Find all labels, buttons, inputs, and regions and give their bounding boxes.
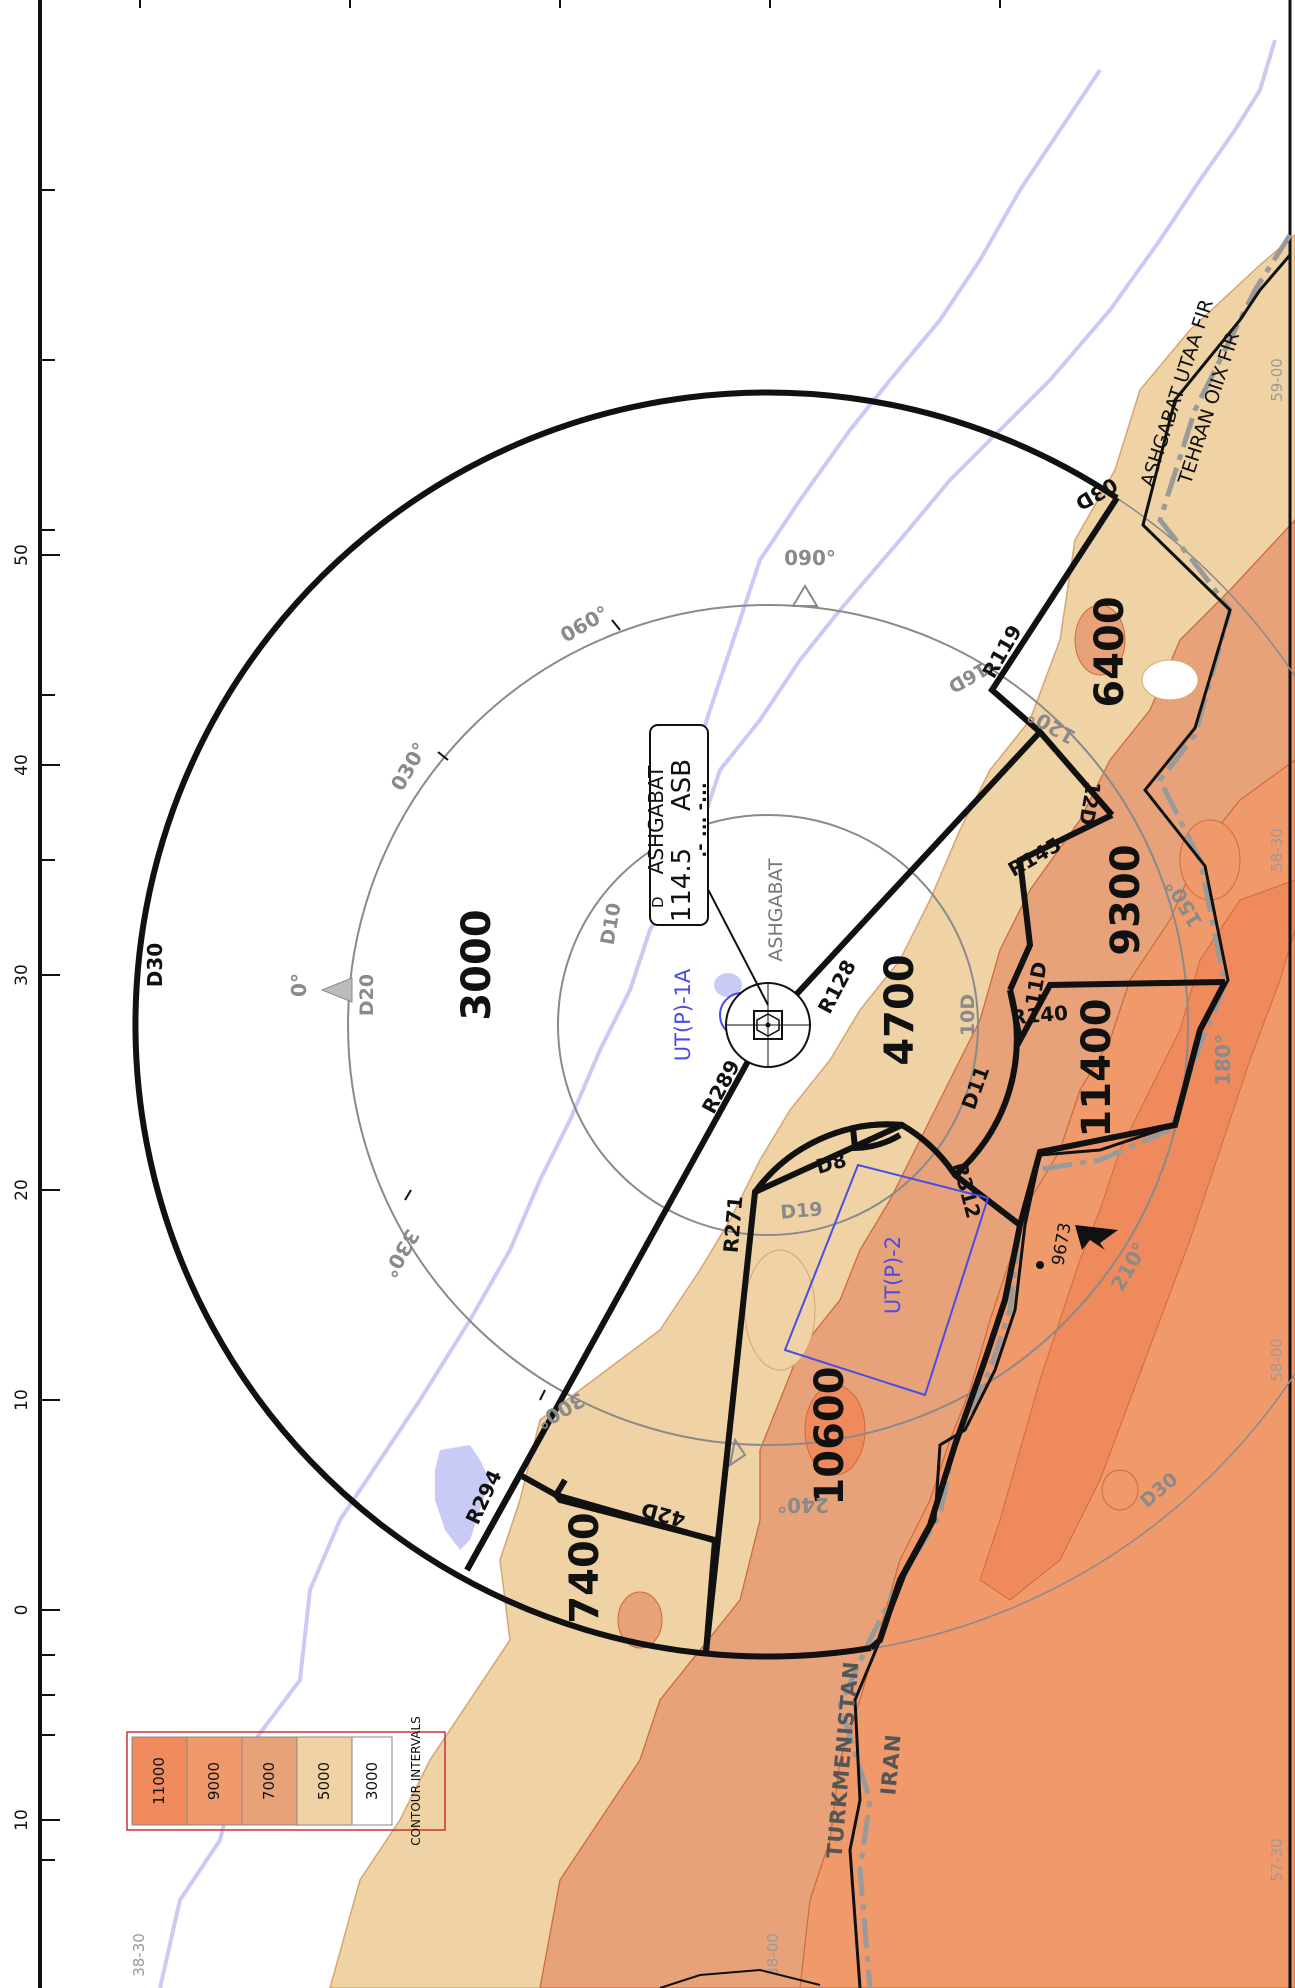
dme-label: D20 <box>356 974 378 1016</box>
ring-d20 <box>347 604 1189 1446</box>
coordinate-labels: 59-00 58-30 58-00 57-30 38-30 38-00 <box>130 358 1286 1977</box>
leader-line <box>697 869 769 1006</box>
terrain-layer <box>329 234 1295 1988</box>
sector-boundary <box>869 1224 1023 1651</box>
coord-label: 57-30 <box>1268 1838 1286 1882</box>
coord-label: 38-00 <box>764 1933 782 1977</box>
legend-swatch <box>186 1736 243 1826</box>
south-arrow-icon <box>728 1437 747 1468</box>
scale-label: 40 <box>12 754 32 776</box>
restricted-label: UT(P)-2 <box>881 1236 905 1314</box>
border-grey <box>837 233 1293 1988</box>
restricted-area-2 <box>783 1163 990 1397</box>
east-arrow-icon <box>791 584 819 607</box>
bearing-label: 090° <box>784 546 836 570</box>
navaid-ident: ASB <box>667 759 697 811</box>
bearing-ticks <box>404 619 621 1401</box>
town-area <box>714 973 742 997</box>
terrain-patch <box>744 1249 816 1371</box>
msa-value: 3000 <box>454 909 500 1020</box>
msa-value: 9300 <box>1103 844 1149 955</box>
msa-sectors <box>132 389 1228 1660</box>
ring-d10 <box>557 814 979 1236</box>
sector-altitude-labels: 3000 4700 6400 9300 11400 10600 7400 <box>454 596 1149 1623</box>
sector-boundary <box>464 1470 558 1572</box>
terrain-patch <box>1101 1469 1139 1511</box>
terrain-patch <box>617 1591 663 1649</box>
legend-value: 5000 <box>315 1762 333 1800</box>
scale-label: 20 <box>12 1179 32 1201</box>
radial-line <box>765 729 1043 1028</box>
bearing-label: 180° <box>1211 1034 1235 1086</box>
msa-value: 10600 <box>807 1366 853 1505</box>
legend-value: 7000 <box>260 1762 278 1800</box>
legend-value: 11000 <box>150 1757 168 1805</box>
dme-label: D30 <box>143 943 167 987</box>
bearing-label: 330° <box>378 1225 425 1282</box>
legend-value: 9000 <box>205 1762 223 1800</box>
bearing-label: 240° <box>777 1493 829 1517</box>
bearing-label: 0° <box>287 973 311 997</box>
legend-swatch <box>131 1736 188 1826</box>
scale-label: 50 <box>12 544 32 566</box>
radial-label: R271 <box>719 1195 748 1254</box>
inner-arc-d11 <box>953 989 1020 1178</box>
legend-swatch <box>241 1736 298 1826</box>
terrain-11000 <box>979 879 1295 1601</box>
msa-outer-arc <box>132 389 1119 1660</box>
legend-swatch <box>351 1736 393 1826</box>
north-arrow-icon <box>320 977 353 1003</box>
terrain-patch <box>804 1384 866 1476</box>
frame <box>38 0 1292 1988</box>
sector-boundary <box>988 496 1120 817</box>
scale-label: 10 <box>12 1389 32 1411</box>
scale-label: 0 <box>12 1605 32 1616</box>
dme-label: 10D <box>957 994 979 1036</box>
navaid-type-code: D <box>649 896 667 908</box>
restricted-areas: UT(P)-1A UT(P)-2 <box>671 968 990 1397</box>
scale-label: 30 <box>12 964 32 986</box>
dme-label: D10 <box>597 901 626 946</box>
scale-label: 10 <box>12 1809 32 1831</box>
radial-label: R140 <box>1010 1001 1069 1030</box>
navaid-name: ASHGABAT <box>644 765 668 874</box>
navaid-box: D ASHGABAT 114.5 ASB .- ... -... <box>644 724 711 926</box>
inner-arc-d8 <box>752 1121 903 1194</box>
msa-value: 4700 <box>877 954 923 1065</box>
sector-boundary <box>1007 812 1114 992</box>
dme-label: 16D <box>944 657 992 697</box>
navaid-morse: .- ... -... <box>690 782 711 857</box>
terrain-patch <box>1074 604 1126 676</box>
msa-value: 6400 <box>1087 596 1133 707</box>
terrain-patch <box>1141 659 1199 701</box>
national-border <box>659 1968 821 1988</box>
bearing-label: 030° <box>386 738 433 795</box>
restricted-label: UT(P)-1A <box>671 968 695 1061</box>
lake <box>435 1445 490 1550</box>
coord-label: 38-30 <box>130 1933 148 1977</box>
msa-value: 11400 <box>1074 998 1120 1137</box>
distance-scale: 50 40 30 20 10 0 10 <box>12 544 32 1831</box>
navaid-frequency: 114.5 <box>667 848 697 922</box>
country-label: IRAN <box>876 1733 905 1797</box>
contour-legend: 11000 9000 7000 5000 3000 CONTOUR INTERV… <box>126 1716 446 1846</box>
coord-label: 58-00 <box>1268 1338 1286 1382</box>
bearing-label: 060° <box>556 601 613 648</box>
river <box>698 68 1102 741</box>
legend-title: CONTOUR INTERVALS <box>409 1716 423 1846</box>
sector-boundary <box>1017 980 1228 1226</box>
airport-label: ASHGABAT <box>765 858 787 962</box>
coord-label: 58-30 <box>1268 828 1286 872</box>
radial-label: R289 <box>697 1056 745 1118</box>
msa-value: 7400 <box>562 1512 608 1623</box>
dme-label: D19 <box>779 1198 823 1224</box>
highest-point-arrow-icon <box>1075 1225 1118 1250</box>
legend-swatch <box>296 1736 353 1826</box>
legend-value: 3000 <box>363 1762 381 1800</box>
coord-label: 59-00 <box>1268 358 1286 402</box>
vor-dme <box>697 869 811 1068</box>
spot-elevation-icon <box>1036 1261 1044 1269</box>
sector-gap-lines <box>555 1492 714 1543</box>
